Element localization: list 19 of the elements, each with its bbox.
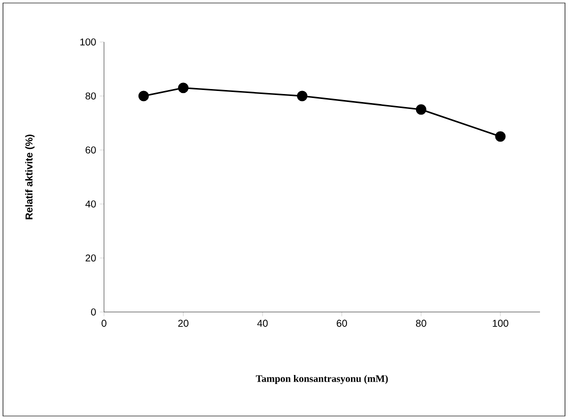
point <box>495 131 506 142</box>
x-tick-label: 100 <box>492 320 508 327</box>
x-tick-label: 0 <box>102 320 106 327</box>
x-axis-title: Tampon konsantrasyonu (mM) <box>256 374 388 384</box>
y-tick-label: 20 <box>86 254 96 262</box>
y-tick-label: 0 <box>91 308 96 316</box>
point <box>138 90 149 102</box>
y-tick-label: 40 <box>85 200 96 208</box>
point <box>416 104 426 115</box>
x-tick-label: 60 <box>336 320 347 327</box>
y-tick-label: 100 <box>80 38 96 46</box>
x-tick-label: 20 <box>178 320 188 327</box>
x-tick-label: 40 <box>257 320 268 327</box>
x-tick-label: 80 <box>416 320 426 327</box>
y-tick-label: 60 <box>86 146 96 154</box>
y-tick-label: 80 <box>86 92 96 100</box>
point <box>296 90 308 102</box>
y-axis-title: Relatif aktivite (%) <box>25 134 35 220</box>
point <box>178 82 189 94</box>
